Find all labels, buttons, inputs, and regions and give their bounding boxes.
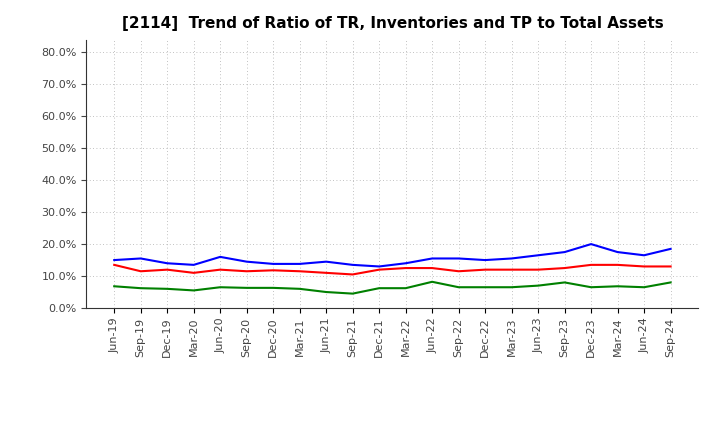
Trade Receivables [481, 267, 490, 272]
Trade Payables [560, 280, 569, 285]
Inventories [666, 246, 675, 252]
Title: [2114]  Trend of Ratio of TR, Inventories and TP to Total Assets: [2114] Trend of Ratio of TR, Inventories… [122, 16, 663, 32]
Trade Payables [136, 286, 145, 291]
Trade Receivables [243, 268, 251, 274]
Trade Payables [348, 291, 357, 296]
Line: Trade Payables: Trade Payables [114, 282, 670, 293]
Trade Receivables [216, 267, 225, 272]
Trade Receivables [666, 264, 675, 269]
Trade Receivables [269, 268, 277, 273]
Trade Receivables [508, 267, 516, 272]
Trade Payables [401, 286, 410, 291]
Trade Payables [295, 286, 304, 291]
Inventories [375, 264, 384, 269]
Inventories [216, 254, 225, 260]
Trade Receivables [401, 265, 410, 271]
Trade Payables [613, 284, 622, 289]
Inventories [560, 249, 569, 255]
Inventories [136, 256, 145, 261]
Trade Payables [269, 285, 277, 290]
Trade Payables [666, 280, 675, 285]
Trade Receivables [163, 267, 171, 272]
Trade Receivables [454, 268, 463, 274]
Trade Payables [375, 286, 384, 291]
Trade Receivables [534, 267, 542, 272]
Trade Receivables [587, 262, 595, 268]
Trade Payables [216, 285, 225, 290]
Inventories [481, 257, 490, 263]
Trade Receivables [613, 262, 622, 268]
Inventories [110, 257, 119, 263]
Line: Trade Receivables: Trade Receivables [114, 265, 670, 275]
Line: Inventories: Inventories [114, 244, 670, 267]
Trade Receivables [428, 265, 436, 271]
Trade Payables [454, 285, 463, 290]
Trade Payables [587, 285, 595, 290]
Trade Receivables [322, 270, 330, 275]
Trade Payables [428, 279, 436, 284]
Trade Payables [508, 285, 516, 290]
Trade Payables [163, 286, 171, 291]
Trade Payables [534, 283, 542, 288]
Inventories [508, 256, 516, 261]
Inventories [269, 261, 277, 267]
Trade Payables [189, 288, 198, 293]
Inventories [243, 259, 251, 264]
Trade Receivables [136, 268, 145, 274]
Inventories [640, 253, 649, 258]
Trade Receivables [560, 265, 569, 271]
Trade Receivables [640, 264, 649, 269]
Inventories [428, 256, 436, 261]
Trade Receivables [110, 262, 119, 268]
Trade Payables [110, 284, 119, 289]
Inventories [613, 249, 622, 255]
Inventories [189, 262, 198, 268]
Trade Payables [481, 285, 490, 290]
Inventories [587, 242, 595, 247]
Trade Payables [640, 285, 649, 290]
Trade Receivables [375, 267, 384, 272]
Inventories [163, 260, 171, 266]
Inventories [348, 262, 357, 268]
Inventories [295, 261, 304, 267]
Inventories [322, 259, 330, 264]
Inventories [534, 253, 542, 258]
Inventories [401, 260, 410, 266]
Trade Payables [322, 290, 330, 295]
Trade Receivables [295, 268, 304, 274]
Inventories [454, 256, 463, 261]
Trade Receivables [348, 272, 357, 277]
Trade Payables [243, 285, 251, 290]
Trade Receivables [189, 270, 198, 275]
